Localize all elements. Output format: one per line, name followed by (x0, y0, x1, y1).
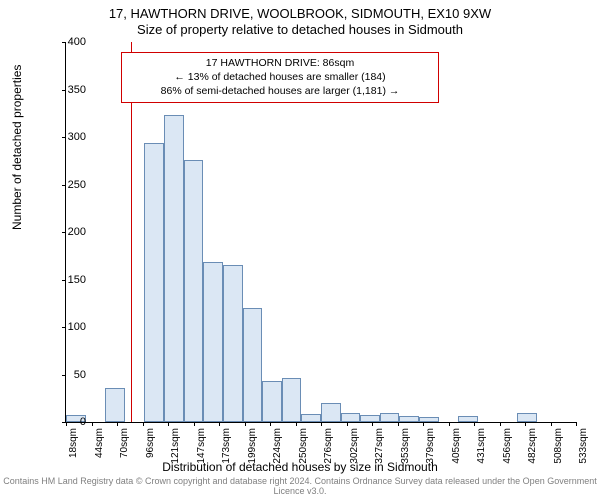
histogram-bar (105, 388, 125, 422)
histogram-bar (341, 413, 361, 423)
histogram-bar (262, 381, 282, 422)
xtick-mark (525, 422, 526, 426)
histogram-bar (164, 115, 184, 422)
footer-text: Contains HM Land Registry data © Crown c… (0, 476, 600, 496)
ytick-label: 400 (46, 36, 86, 48)
plot-region: 17 HAWTHORN DRIVE: 86sqm← 13% of detache… (65, 42, 576, 423)
xtick-label: 70sqm (119, 428, 130, 458)
xtick-label: 96sqm (145, 428, 156, 458)
xtick-label: 121sqm (170, 428, 181, 464)
histogram-bar (282, 378, 302, 422)
ytick-label: 300 (46, 131, 86, 143)
xtick-label: 302sqm (349, 428, 360, 464)
xtick-mark (92, 422, 93, 426)
xtick-mark (474, 422, 475, 426)
ytick-label: 250 (46, 179, 86, 191)
xtick-mark (551, 422, 552, 426)
xtick-mark (321, 422, 322, 426)
xtick-label: 353sqm (400, 428, 411, 464)
xtick-label: 250sqm (298, 428, 309, 464)
histogram-bar (419, 417, 439, 422)
chart-title: 17, HAWTHORN DRIVE, WOOLBROOK, SIDMOUTH,… (0, 6, 600, 21)
ytick-label: 0 (46, 416, 86, 428)
annotation-box: 17 HAWTHORN DRIVE: 86sqm← 13% of detache… (121, 52, 439, 103)
xtick-label: 379sqm (425, 428, 436, 464)
xtick-label: 327sqm (374, 428, 385, 464)
xtick-mark (449, 422, 450, 426)
ytick-label: 50 (46, 369, 86, 381)
xtick-label: 276sqm (323, 428, 334, 464)
histogram-bar (223, 265, 243, 422)
xtick-label: 18sqm (68, 428, 79, 458)
xtick-mark (117, 422, 118, 426)
histogram-bar (517, 413, 537, 423)
xtick-label: 147sqm (196, 428, 207, 464)
histogram-bar (399, 416, 419, 422)
annotation-line: ← 13% of detached houses are smaller (18… (130, 70, 430, 84)
annotation-line: 86% of semi-detached houses are larger (… (130, 84, 430, 98)
xtick-mark (194, 422, 195, 426)
xtick-label: 173sqm (221, 428, 232, 464)
xtick-mark (219, 422, 220, 426)
ytick-label: 350 (46, 84, 86, 96)
xtick-label: 405sqm (451, 428, 462, 464)
xtick-label: 224sqm (272, 428, 283, 464)
histogram-bar (203, 262, 223, 422)
histogram-bar (184, 160, 204, 422)
annotation-line: 17 HAWTHORN DRIVE: 86sqm (130, 56, 430, 70)
xtick-mark (398, 422, 399, 426)
histogram-bar (360, 415, 380, 422)
xtick-mark (347, 422, 348, 426)
xtick-mark (576, 422, 577, 426)
xtick-mark (270, 422, 271, 426)
xtick-label: 456sqm (502, 428, 513, 464)
histogram-bar (321, 403, 341, 422)
xtick-label: 431sqm (476, 428, 487, 464)
histogram-bar (301, 414, 321, 422)
ytick-label: 150 (46, 274, 86, 286)
ytick-label: 200 (46, 226, 86, 238)
xtick-label: 508sqm (553, 428, 564, 464)
xtick-mark (423, 422, 424, 426)
xtick-label: 44sqm (94, 428, 105, 458)
histogram-bar (144, 143, 164, 422)
xtick-label: 533sqm (578, 428, 589, 464)
chart-area: 17 HAWTHORN DRIVE: 86sqm← 13% of detache… (65, 42, 575, 422)
histogram-bar (243, 308, 263, 422)
xtick-mark (245, 422, 246, 426)
xtick-mark (372, 422, 373, 426)
chart-container: 17, HAWTHORN DRIVE, WOOLBROOK, SIDMOUTH,… (0, 0, 600, 500)
histogram-bar (380, 413, 400, 422)
xtick-mark (500, 422, 501, 426)
y-axis-label: Number of detached properties (10, 65, 24, 230)
ytick-label: 100 (46, 321, 86, 333)
xtick-mark (143, 422, 144, 426)
chart-subtitle: Size of property relative to detached ho… (0, 22, 600, 37)
xtick-mark (168, 422, 169, 426)
xtick-label: 482sqm (527, 428, 538, 464)
xtick-label: 199sqm (247, 428, 258, 464)
xtick-mark (296, 422, 297, 426)
